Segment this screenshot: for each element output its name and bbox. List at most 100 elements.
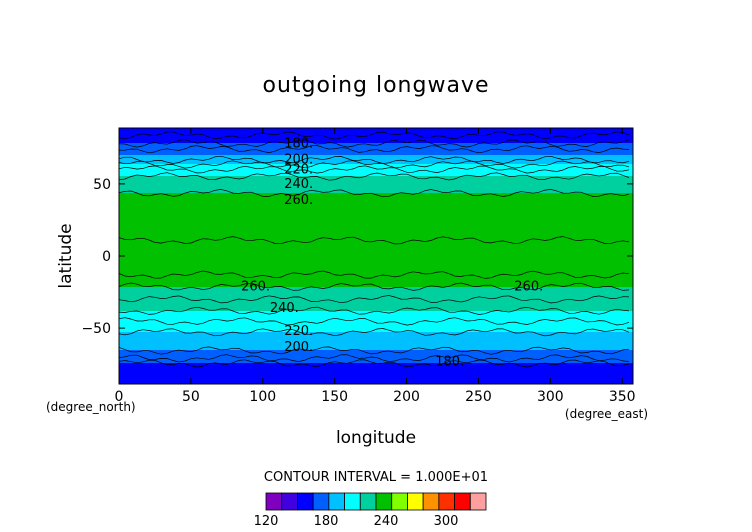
color-band-row — [119, 330, 633, 332]
color-band-row — [119, 255, 633, 257]
colorbar-tick-label: 300 — [434, 514, 459, 529]
color-band-row — [119, 220, 633, 222]
color-band-row — [119, 147, 633, 149]
color-band-row — [119, 179, 633, 181]
color-band-row — [119, 318, 633, 320]
color-band-row — [119, 269, 633, 271]
color-band-row — [119, 190, 633, 192]
color-band-row — [119, 186, 633, 188]
color-band-row — [119, 278, 633, 280]
contour-label: 180. — [284, 137, 313, 152]
color-band-row — [119, 303, 633, 305]
color-band-row — [119, 197, 633, 199]
colorbar-tick-label: 240 — [374, 514, 399, 529]
contour-line — [119, 131, 630, 140]
plot-area — [119, 128, 633, 384]
color-band-row — [119, 284, 633, 286]
color-band-row — [119, 130, 633, 132]
color-band-row — [119, 291, 633, 293]
contour-line — [119, 328, 630, 337]
color-band-row — [119, 221, 633, 223]
colorbar-swatch — [422, 492, 440, 511]
color-band-row — [119, 294, 633, 296]
colorbar-swatch — [454, 492, 471, 511]
color-band-row — [119, 288, 633, 290]
x-axis-label: longitude — [336, 428, 416, 448]
colorbar-tick-label: 180 — [314, 514, 339, 529]
color-band-row — [119, 273, 633, 275]
color-band-row — [119, 350, 633, 352]
x-tick-label: 0 — [115, 389, 124, 405]
contour-label: 200. — [284, 152, 313, 167]
color-band-row — [119, 191, 633, 193]
color-band-row — [119, 356, 633, 358]
color-band-row — [119, 201, 633, 203]
color-band-row — [119, 275, 633, 277]
color-band-row — [119, 178, 633, 180]
color-band-row — [119, 306, 633, 308]
contour-line — [119, 189, 630, 198]
color-band-row — [119, 281, 633, 283]
y-tick-label: −50 — [81, 321, 111, 337]
contour-label: 260. — [514, 279, 543, 294]
contour-label: 260. — [284, 193, 313, 208]
color-band-row — [119, 174, 633, 176]
color-band-row — [119, 218, 633, 220]
color-band-row — [119, 238, 633, 240]
color-band-row — [119, 252, 633, 254]
color-band-row — [119, 170, 633, 172]
color-band-row — [119, 309, 633, 311]
color-band-row — [119, 226, 633, 228]
color-band-row — [119, 355, 633, 357]
color-band-row — [119, 328, 633, 330]
color-band-row — [119, 359, 633, 361]
color-band-row — [119, 360, 633, 362]
color-band-row — [119, 203, 633, 205]
color-band-row — [119, 314, 633, 316]
color-band-row — [119, 128, 633, 130]
color-band-row — [119, 219, 633, 221]
contour-line — [119, 282, 630, 291]
contour-labels: 180.200.220.240.260.260. 260.240.220.200.… — [241, 137, 543, 370]
color-band-row — [119, 244, 633, 246]
color-band-row — [119, 352, 633, 354]
color-band-row — [119, 299, 633, 301]
color-band-row — [119, 313, 633, 315]
color-band-row — [119, 316, 633, 318]
color-band-row — [119, 370, 633, 372]
color-band-row — [119, 379, 633, 381]
color-band-row — [119, 290, 633, 292]
color-band-row — [119, 249, 633, 251]
color-band-row — [119, 286, 633, 288]
color-band-row — [119, 212, 633, 214]
color-band-row — [119, 216, 633, 218]
color-band-row — [119, 376, 633, 378]
contour-interval-text: CONTOUR INTERVAL = 1.000E+01 — [264, 470, 488, 485]
color-band-row — [119, 246, 633, 248]
colorbar-swatch — [328, 492, 345, 511]
color-band-row — [119, 158, 633, 160]
color-band-row — [119, 193, 633, 195]
colorbar — [265, 492, 487, 511]
x-tick-label: 350 — [609, 389, 636, 405]
colorbar-swatch — [391, 492, 408, 511]
color-band-row — [119, 211, 633, 213]
color-band-row — [119, 321, 633, 323]
color-band-row — [119, 274, 633, 276]
color-band-row — [119, 297, 633, 299]
contour-line — [119, 160, 630, 169]
color-band-row — [119, 292, 633, 294]
color-band-row — [119, 229, 633, 231]
color-band-row — [119, 209, 633, 211]
color-band-row — [119, 148, 633, 150]
contour-line — [119, 354, 630, 363]
color-band-row — [119, 296, 633, 298]
color-band-row — [119, 188, 633, 190]
contour-label: 220. — [284, 324, 313, 339]
color-band-row — [119, 137, 633, 139]
x-axis-ticks: 0 50 100 150 200 250 300 350 — [115, 128, 636, 405]
color-band-row — [119, 239, 633, 241]
color-band-row — [119, 150, 633, 152]
contour-label: 240. — [270, 301, 299, 316]
